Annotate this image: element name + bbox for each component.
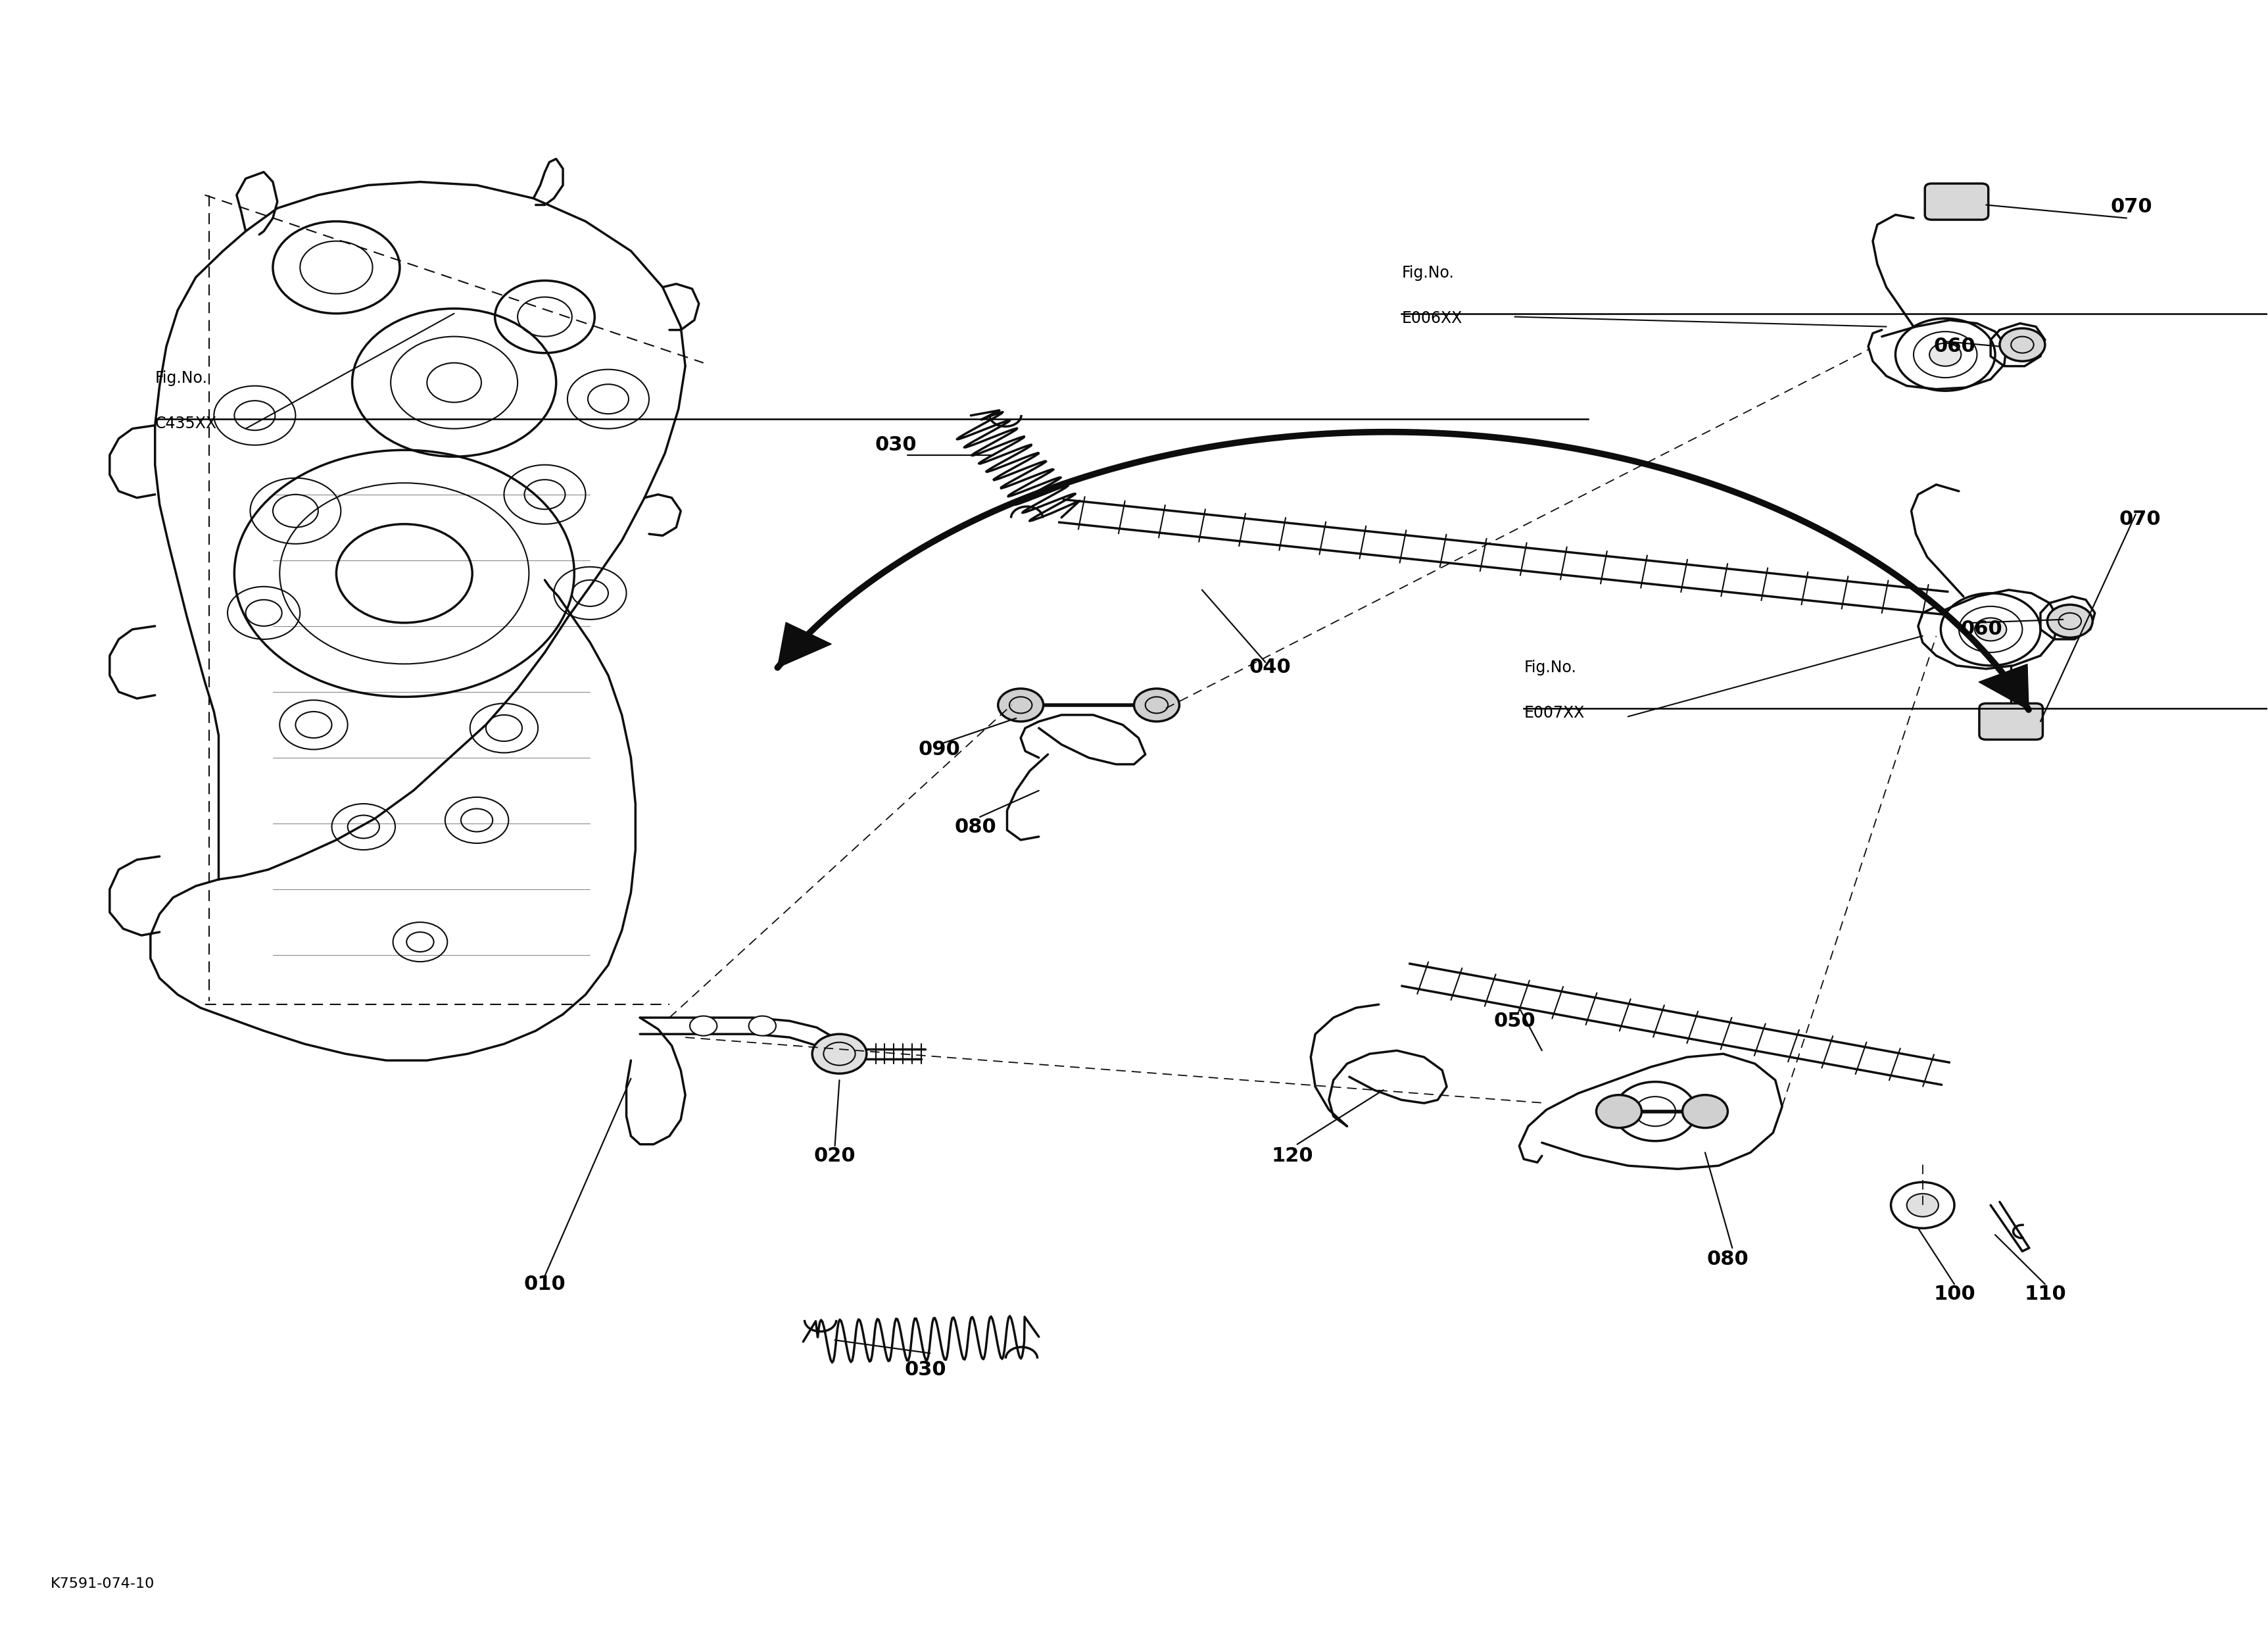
Text: 010: 010	[524, 1275, 565, 1293]
Text: 100: 100	[1932, 1285, 1975, 1303]
Circle shape	[1597, 1095, 1642, 1128]
Circle shape	[1930, 343, 1962, 366]
Circle shape	[2000, 328, 2046, 361]
Circle shape	[1683, 1095, 1728, 1128]
Text: 080: 080	[1708, 1250, 1749, 1268]
Text: Fig.No.: Fig.No.	[1524, 660, 1576, 675]
FancyBboxPatch shape	[1980, 703, 2043, 740]
Text: 070: 070	[2118, 509, 2161, 529]
FancyBboxPatch shape	[1926, 183, 1989, 219]
Text: 030: 030	[875, 435, 916, 455]
Text: 090: 090	[919, 740, 959, 759]
Text: 120: 120	[1272, 1146, 1313, 1166]
Text: 050: 050	[1495, 1011, 1535, 1031]
Text: 080: 080	[955, 817, 996, 837]
Text: E007XX: E007XX	[1524, 705, 1585, 721]
Text: C435XX: C435XX	[154, 415, 218, 432]
Circle shape	[748, 1016, 776, 1036]
Circle shape	[1907, 1194, 1939, 1217]
Text: 070: 070	[2109, 198, 2152, 216]
Text: Fig.No.: Fig.No.	[154, 371, 209, 385]
Circle shape	[1134, 688, 1179, 721]
Circle shape	[812, 1034, 866, 1074]
Circle shape	[2048, 604, 2093, 637]
Circle shape	[689, 1016, 717, 1036]
Polygon shape	[778, 623, 832, 667]
Text: E006XX: E006XX	[1402, 310, 1463, 326]
Text: 110: 110	[2023, 1285, 2066, 1303]
Text: 030: 030	[905, 1360, 946, 1379]
Polygon shape	[1978, 664, 2028, 710]
Text: 060: 060	[1960, 619, 2003, 639]
Text: 040: 040	[1250, 657, 1290, 677]
Circle shape	[1975, 618, 2007, 641]
Text: 020: 020	[814, 1146, 855, 1166]
Text: K7591-074-10: K7591-074-10	[50, 1576, 154, 1589]
Circle shape	[998, 688, 1043, 721]
Text: Fig.No.: Fig.No.	[1402, 265, 1454, 280]
Text: 060: 060	[1932, 338, 1975, 356]
